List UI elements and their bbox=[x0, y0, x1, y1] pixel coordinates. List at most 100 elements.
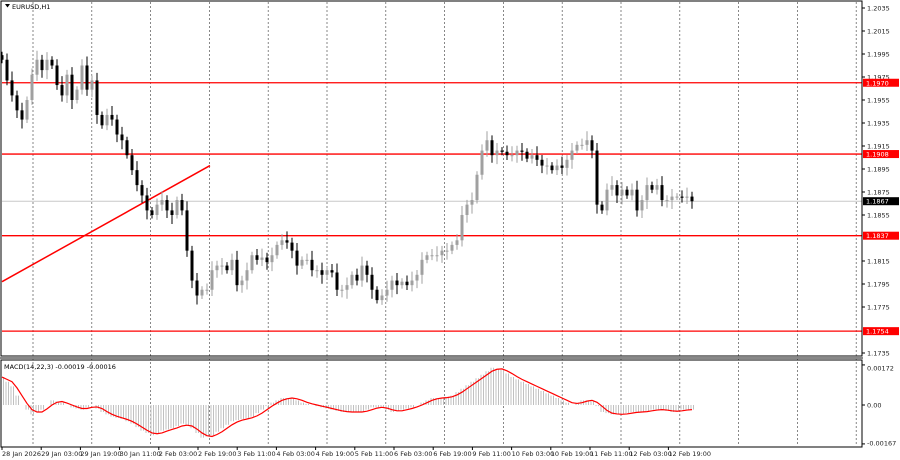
candle-body bbox=[505, 151, 509, 156]
chart-title: EURUSD,H1 bbox=[12, 3, 50, 11]
candle-body bbox=[10, 80, 14, 96]
candle-body bbox=[315, 270, 319, 272]
time-tick-label: 12 Feb 19:00 bbox=[668, 450, 711, 458]
price-tag-label: 1.1837 bbox=[866, 232, 889, 240]
candle-body bbox=[15, 95, 19, 111]
candle-body bbox=[120, 134, 124, 141]
candle-body bbox=[20, 110, 24, 120]
price-tick-label: 1.2035 bbox=[867, 5, 890, 13]
candle-body bbox=[60, 85, 64, 96]
time-tick-label: 12 Feb 03:00 bbox=[629, 450, 672, 458]
macd-panel bbox=[0, 367, 694, 438]
candle-body bbox=[95, 80, 99, 115]
vertical-grid bbox=[32, 2, 857, 446]
candle-body bbox=[630, 189, 634, 196]
candle-body bbox=[80, 65, 84, 90]
candle-body bbox=[380, 295, 384, 301]
candle-body bbox=[125, 140, 129, 156]
price-tag bbox=[863, 150, 899, 159]
candle-body bbox=[650, 185, 654, 190]
candle-body bbox=[570, 150, 574, 160]
price-tick-label: 1.2015 bbox=[867, 28, 890, 36]
candle-body bbox=[45, 59, 49, 71]
candle-body bbox=[550, 165, 554, 171]
candle-body bbox=[320, 270, 324, 275]
time-tick-label: 28 Jan 2026 bbox=[2, 450, 41, 458]
candle-body bbox=[135, 170, 139, 186]
candle-body bbox=[690, 196, 694, 202]
candle-body bbox=[410, 280, 414, 286]
candle-body bbox=[585, 140, 589, 145]
time-tick-label: 6 Feb 03:00 bbox=[394, 450, 433, 458]
price-tag-label: 1.1970 bbox=[866, 79, 889, 87]
time-tick-label: 11 Feb 11:00 bbox=[590, 450, 633, 458]
candle-body bbox=[445, 250, 449, 252]
price-tag bbox=[863, 231, 899, 240]
candle-body bbox=[40, 59, 44, 71]
candle-body bbox=[595, 150, 599, 205]
time-tick-label: 29 Jan 03:00 bbox=[41, 450, 82, 458]
candle-body bbox=[625, 189, 629, 196]
candle-body bbox=[225, 265, 229, 271]
dropdown-triangle-icon[interactable] bbox=[5, 4, 10, 8]
candle-body bbox=[590, 140, 594, 151]
candle-body bbox=[475, 174, 479, 201]
candle-body bbox=[345, 285, 349, 290]
price-tick-label: 1.1935 bbox=[867, 120, 890, 128]
candle-body bbox=[55, 65, 59, 86]
candle-body bbox=[400, 281, 404, 286]
candle-body bbox=[305, 259, 309, 261]
candle-body bbox=[450, 244, 454, 251]
candle-body bbox=[150, 210, 154, 215]
price-axis[interactable]: 1.2035 1.2015 1.1995 1.1975 1.1955 1.1935 1.19… bbox=[862, 5, 899, 448]
candle-body bbox=[355, 274, 359, 281]
candle-body bbox=[255, 255, 259, 260]
price-tick-label: 1.1995 bbox=[867, 51, 890, 59]
candle-body bbox=[325, 270, 329, 275]
trendline[interactable] bbox=[1, 164, 211, 283]
candle-body bbox=[230, 259, 234, 271]
candle-body bbox=[675, 196, 679, 198]
price-tick-label: 1.1775 bbox=[867, 304, 890, 312]
candle-body bbox=[360, 265, 364, 281]
candle-body bbox=[640, 200, 644, 211]
candle-body bbox=[375, 289, 379, 301]
price-tick-label: 1.1855 bbox=[867, 212, 890, 220]
candle-body bbox=[195, 280, 199, 296]
candle-body bbox=[165, 200, 169, 211]
candle-body bbox=[285, 240, 289, 243]
candle-body bbox=[490, 140, 494, 156]
candle-body bbox=[685, 196, 689, 198]
time-tick-label: 2 Feb 03:00 bbox=[159, 450, 198, 458]
candle-body bbox=[30, 74, 34, 100]
candle-body bbox=[610, 185, 614, 190]
time-tick-label: 2 Feb 19:00 bbox=[198, 450, 237, 458]
candle-body bbox=[395, 280, 399, 286]
candle-body bbox=[565, 159, 569, 168]
candle-body bbox=[180, 200, 184, 211]
candle-body bbox=[385, 289, 389, 296]
time-tick-label: 4 Feb 03:00 bbox=[276, 450, 315, 458]
time-tick-label: 29 Jan 19:00 bbox=[80, 450, 121, 458]
candle-body bbox=[365, 265, 369, 275]
price-tag-label: 1.1867 bbox=[866, 198, 889, 206]
candle-body bbox=[110, 114, 114, 120]
candles bbox=[0, 50, 694, 305]
candle-body bbox=[555, 165, 559, 171]
candle-body bbox=[140, 185, 144, 196]
candle-body bbox=[250, 255, 254, 271]
price-tag bbox=[863, 197, 899, 206]
candle-body bbox=[670, 196, 674, 201]
candle-body bbox=[170, 210, 174, 215]
price-tick-label: 1.1735 bbox=[867, 350, 890, 358]
macd-tick-label: 0.00172 bbox=[867, 364, 894, 372]
price-tick-label: 1.1955 bbox=[867, 97, 890, 105]
candle-body bbox=[415, 274, 419, 281]
candle-body bbox=[35, 59, 39, 75]
candle-body bbox=[295, 250, 299, 266]
candle-body bbox=[600, 204, 604, 211]
horizontal-levels[interactable] bbox=[1, 82, 862, 332]
candle-body bbox=[50, 59, 54, 66]
